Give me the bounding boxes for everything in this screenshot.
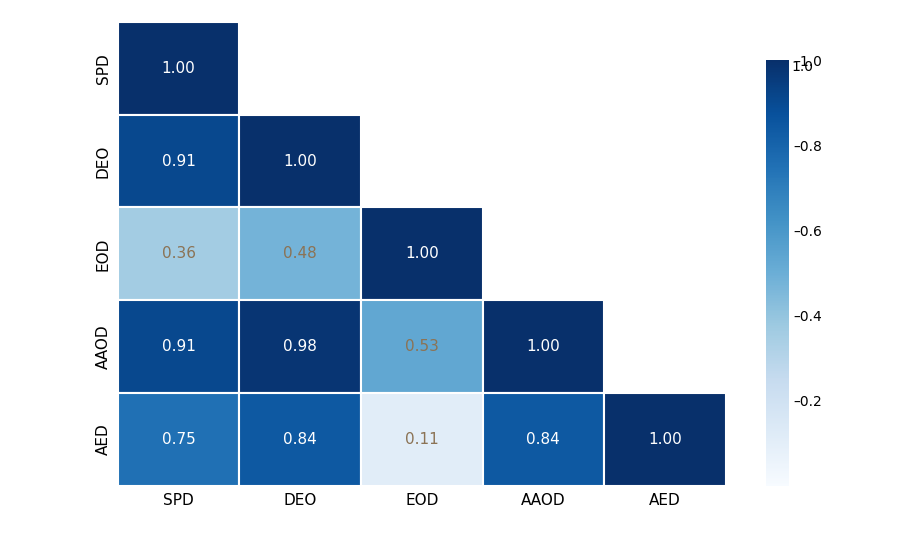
Text: 0.84: 0.84 — [283, 432, 317, 447]
Bar — [239, 207, 361, 300]
Bar — [239, 115, 361, 207]
Text: 0.91: 0.91 — [161, 339, 196, 354]
Bar — [118, 207, 239, 300]
Bar — [118, 300, 239, 393]
Text: 0.91: 0.91 — [161, 153, 196, 169]
Bar — [361, 207, 483, 300]
Bar — [118, 22, 239, 115]
Bar — [118, 393, 239, 486]
Text: 1.00: 1.00 — [526, 339, 561, 354]
Bar — [483, 300, 604, 393]
Text: 0.36: 0.36 — [161, 246, 196, 262]
Text: 1.00: 1.00 — [405, 246, 439, 262]
Text: 0.11: 0.11 — [405, 432, 439, 447]
Text: 0.53: 0.53 — [405, 339, 439, 354]
Bar — [361, 300, 483, 393]
Text: 1.0: 1.0 — [791, 60, 814, 74]
Bar — [483, 393, 604, 486]
Bar — [361, 393, 483, 486]
Bar — [604, 393, 726, 486]
Text: 1.00: 1.00 — [648, 432, 682, 447]
Text: 0.48: 0.48 — [283, 246, 317, 262]
Text: 1.00: 1.00 — [283, 153, 317, 169]
Text: 0.75: 0.75 — [161, 432, 196, 447]
Bar — [118, 115, 239, 207]
Text: 0.98: 0.98 — [283, 339, 317, 354]
Text: 1.00: 1.00 — [161, 61, 196, 76]
Bar — [239, 393, 361, 486]
Text: 0.84: 0.84 — [526, 432, 561, 447]
Bar — [239, 300, 361, 393]
